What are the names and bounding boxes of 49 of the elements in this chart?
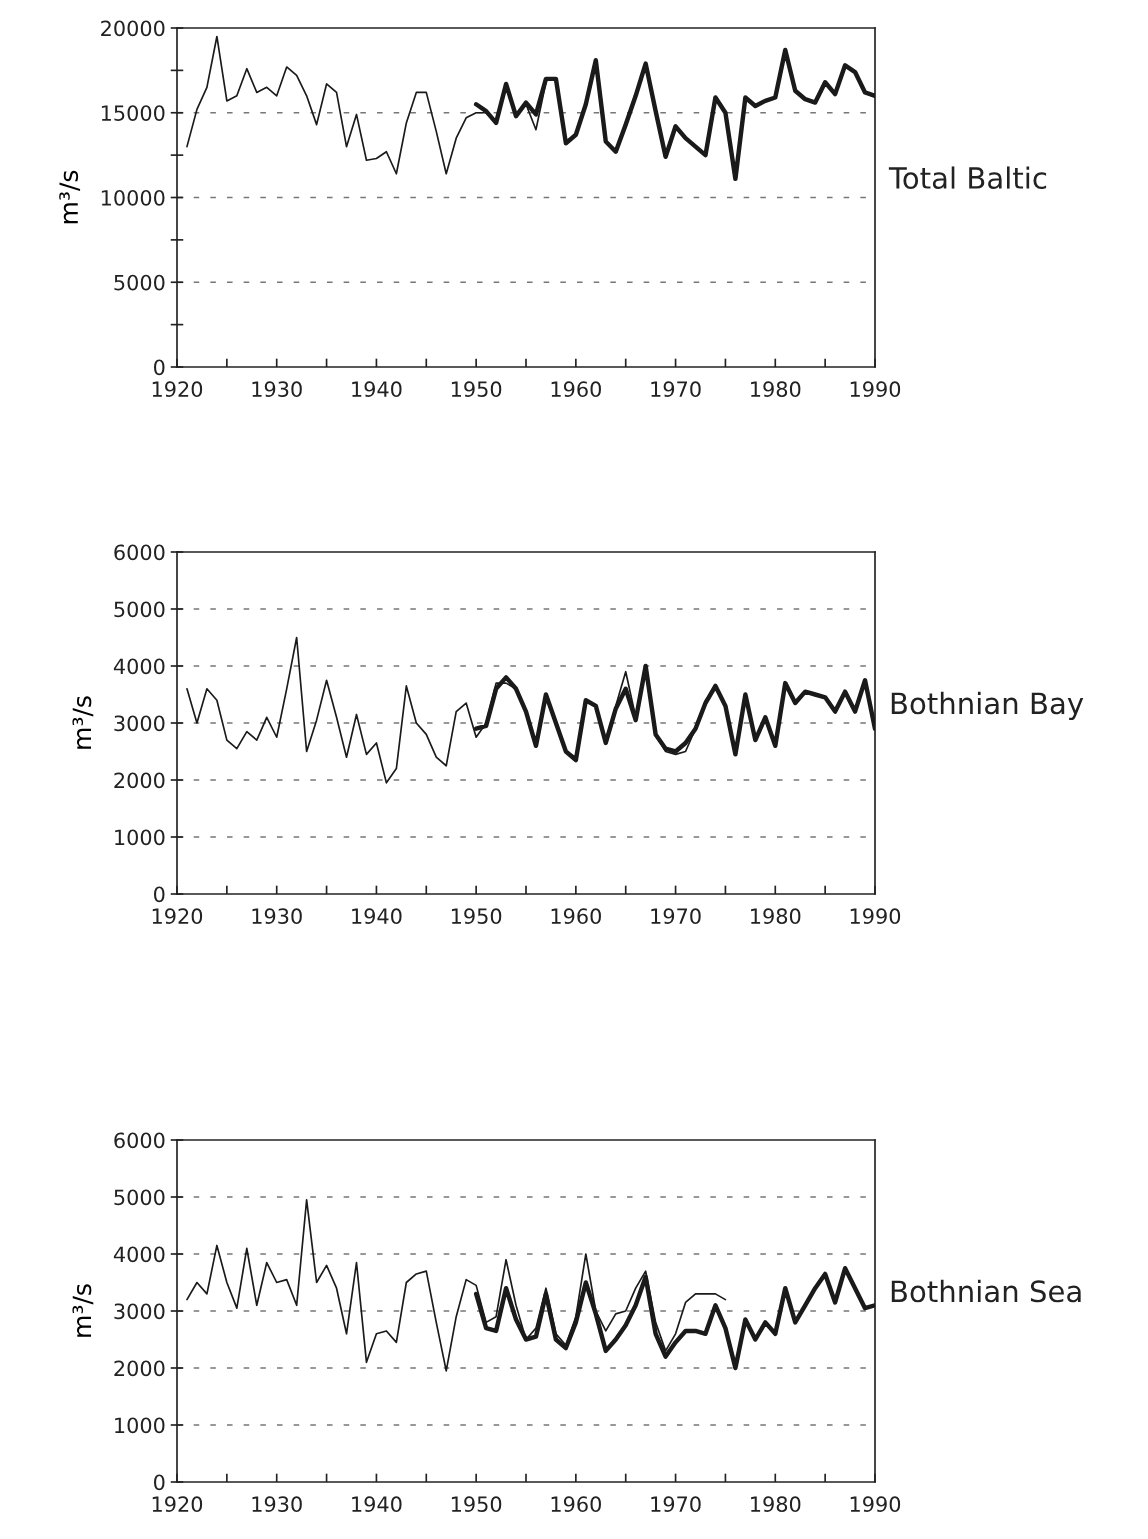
y-tick-label: 0 — [154, 886, 165, 903]
x-tick-label: 1970 — [651, 1496, 701, 1513]
y-tick-label: 15000 — [101, 105, 165, 121]
x-tick-label: 1940 — [352, 908, 402, 925]
y-axis-title: m³/s — [72, 696, 94, 749]
x-tick-label: 1990 — [850, 381, 901, 398]
y-tick-label: 20000 — [101, 20, 165, 37]
x-tick-label: 1990 — [850, 1496, 901, 1513]
y-tick-label: 10000 — [101, 189, 165, 206]
text: Bothnian Bay — [891, 691, 1084, 721]
x-tick-label: 1920 — [152, 381, 203, 398]
y-tick-label: 1000 — [115, 1417, 165, 1434]
y-tick-label: 5000 — [114, 274, 165, 291]
text: Total Baltic — [888, 166, 1047, 190]
x-tick-label: 1930 — [252, 381, 302, 398]
x-tick-label: 1950 — [451, 908, 502, 925]
y-tick-label: 5000 — [114, 601, 165, 618]
x-tick-label: 1970 — [651, 908, 701, 925]
x-tick-label: 1980 — [751, 908, 801, 925]
y-tick-label: 2000 — [114, 772, 165, 789]
x-tick-label: 1950 — [451, 381, 502, 398]
y-tick-label: 5000 — [114, 1189, 165, 1206]
y-tick-label: 1000 — [115, 829, 165, 846]
y-axis-title: m³/s — [59, 170, 81, 224]
x-tick-label: 1950 — [451, 1496, 502, 1513]
x-tick-label: 1940 — [352, 1496, 402, 1513]
x-tick-label: 1930 — [252, 908, 302, 925]
y-tick-label: 3000 — [114, 1303, 165, 1320]
x-tick-label: 1960 — [551, 1496, 601, 1513]
y-tick-label: 2000 — [114, 1360, 165, 1377]
x-tick-label: 1980 — [751, 1496, 801, 1513]
y-tick-label: 4000 — [113, 1246, 165, 1263]
x-tick-label: 1920 — [152, 1496, 203, 1513]
y-tick-label: 6000 — [114, 544, 165, 561]
y-tick-label: 6000 — [114, 1132, 165, 1149]
x-tick-label: 1990 — [850, 908, 901, 925]
y-tick-label: 0 — [154, 1474, 165, 1491]
y-axis-title: m³/s — [72, 1284, 94, 1337]
x-tick-label: 1930 — [252, 1496, 302, 1513]
y-tick-label: 4000 — [113, 658, 165, 675]
x-tick-label: 1920 — [152, 908, 203, 925]
x-tick-label: 1960 — [551, 381, 601, 398]
x-tick-label: 1980 — [751, 381, 801, 398]
x-tick-label: 1960 — [551, 908, 601, 925]
x-tick-label: 1970 — [651, 381, 701, 398]
x-tick-label: 1940 — [352, 381, 402, 398]
y-tick-label: 3000 — [114, 715, 165, 732]
y-tick-label: 0 — [154, 359, 165, 376]
text: Bothnian Sea — [891, 1279, 1081, 1303]
